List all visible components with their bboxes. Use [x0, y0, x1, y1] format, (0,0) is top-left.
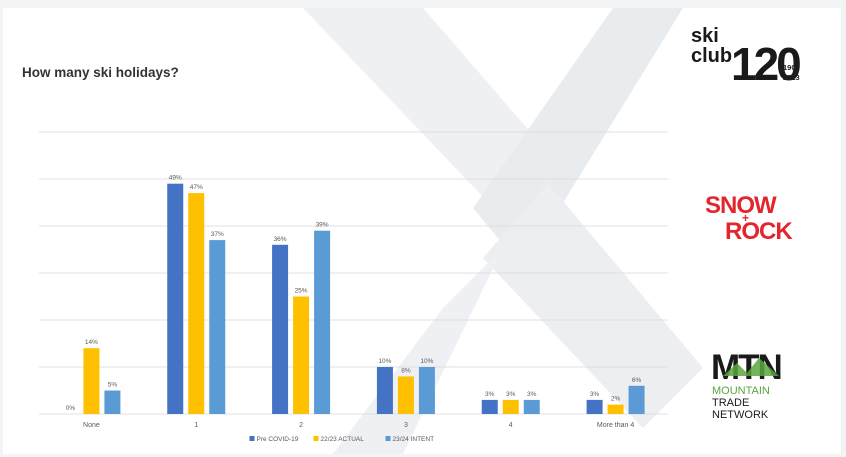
data-label: 6%	[632, 377, 642, 384]
mtn-line3: NETWORK	[712, 409, 769, 421]
mtn-mark: MTN	[711, 348, 781, 387]
data-label: 39%	[316, 222, 329, 229]
ski-club-number: 120	[731, 38, 800, 90]
category-label: 1	[194, 422, 198, 429]
data-label: 36%	[274, 236, 287, 243]
legend-swatch	[313, 436, 319, 441]
bar	[502, 399, 519, 414]
legend-swatch	[385, 436, 391, 441]
ski-club-line1: ski	[691, 25, 719, 47]
bar-chart: 0%14%5%None49%47%37%136%25%39%210%8%10%3…	[39, 131, 668, 443]
bar	[586, 399, 603, 414]
bar	[167, 183, 184, 414]
ski-club-logo: ski club 120 1903 2023	[691, 25, 803, 90]
snow-rock-logo: SNOW + ROCK	[705, 192, 794, 245]
ski-club-line2: club	[691, 45, 732, 67]
mtn-line2: TRADE	[712, 397, 749, 409]
bar	[83, 348, 100, 414]
mtn-line1: MOUNTAIN	[712, 385, 770, 397]
category-label: More than 4	[597, 422, 634, 429]
slide: How many ski holidays? 0% 14% 5% None 49% 47%…	[3, 8, 841, 454]
bar	[376, 367, 393, 414]
bar	[481, 399, 498, 414]
ski-club-year-end: 2023	[783, 73, 800, 82]
bar	[397, 376, 414, 414]
data-label: 8%	[401, 367, 411, 374]
x-watermark	[303, 8, 703, 454]
data-label: 37%	[211, 231, 224, 238]
data-label: 3%	[506, 391, 516, 398]
bar	[272, 244, 289, 414]
data-label: 0%	[66, 405, 76, 412]
data-label: 3%	[590, 391, 600, 398]
chart-title: How many ski holidays?	[22, 65, 179, 80]
bar	[188, 193, 205, 414]
legend-label: Pre COVID-19	[257, 436, 299, 443]
data-label: 2%	[611, 396, 621, 403]
mountain-trade-network-logo: MTN MOUNTAIN TRADE NETWORK	[711, 348, 783, 421]
bar	[628, 385, 645, 414]
data-label: 49%	[169, 175, 182, 182]
data-label: 14%	[85, 339, 98, 346]
bar	[607, 404, 624, 414]
category-label: None	[83, 422, 100, 429]
bar	[523, 399, 540, 414]
legend-label: 23/24 INTENT	[393, 436, 435, 443]
data-label: 3%	[527, 391, 537, 398]
bar	[104, 390, 121, 414]
legend-swatch	[249, 436, 255, 441]
data-label: 47%	[190, 184, 203, 191]
legend-label: 22/23 ACTUAL	[321, 436, 365, 443]
snow-rock-plus: +	[742, 211, 749, 225]
snow-rock-line2: ROCK	[725, 218, 793, 245]
category-label: 4	[509, 422, 513, 429]
data-label: 5%	[108, 382, 118, 389]
mtn-mountain-icon	[723, 358, 779, 376]
bar	[209, 240, 226, 414]
bar	[314, 230, 331, 414]
category-label: 3	[404, 422, 408, 429]
ski-club-year-start: 1903	[783, 63, 800, 72]
data-label: 10%	[378, 358, 391, 365]
data-label: 10%	[420, 358, 433, 365]
bar	[418, 367, 435, 414]
data-label: 25%	[295, 288, 308, 295]
bar	[293, 296, 310, 414]
data-label: 3%	[485, 391, 495, 398]
snow-rock-line1: SNOW	[705, 192, 777, 219]
category-label: 2	[299, 422, 303, 429]
